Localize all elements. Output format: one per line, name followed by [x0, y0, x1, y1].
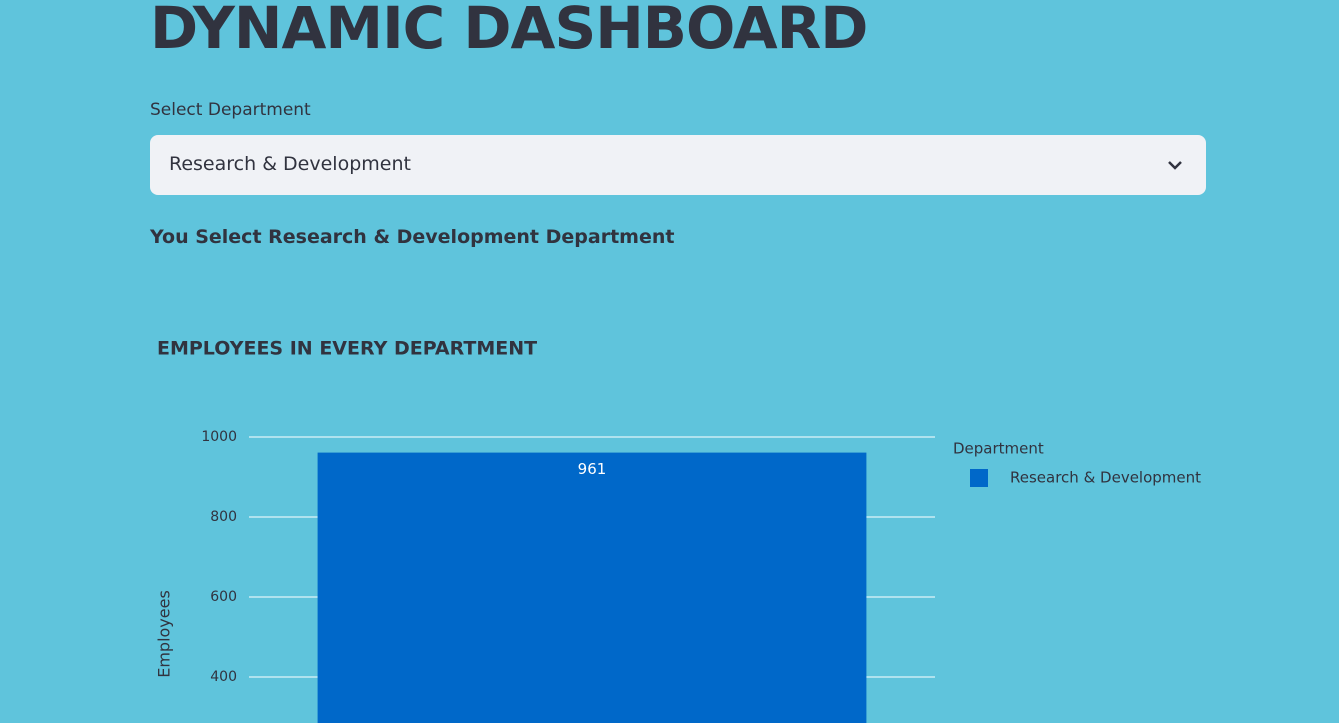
data-label: 961: [578, 460, 607, 478]
selection-message: You Select Research & Development Depart…: [150, 226, 675, 248]
y-tick-label: 400: [210, 669, 237, 685]
page-title: DYNAMIC DASHBOARD: [150, 0, 868, 62]
y-axis-label: Employees: [155, 590, 174, 678]
bar: [317, 452, 867, 723]
chart-title: EMPLOYEES IN EVERY DEPARTMENT: [157, 338, 537, 360]
department-select[interactable]: Research & Development: [150, 135, 1206, 195]
legend-label: Research & Development: [1010, 469, 1201, 487]
y-tick-label: 1000: [201, 429, 237, 445]
legend-swatch: [970, 469, 988, 487]
y-tick-label: 800: [210, 509, 237, 525]
legend-title: Department: [953, 440, 1044, 458]
y-tick-label: 600: [210, 589, 237, 605]
select-value: Research & Development: [169, 153, 411, 175]
select-label: Select Department: [150, 100, 311, 120]
chevron-icon: [1168, 161, 1182, 170]
